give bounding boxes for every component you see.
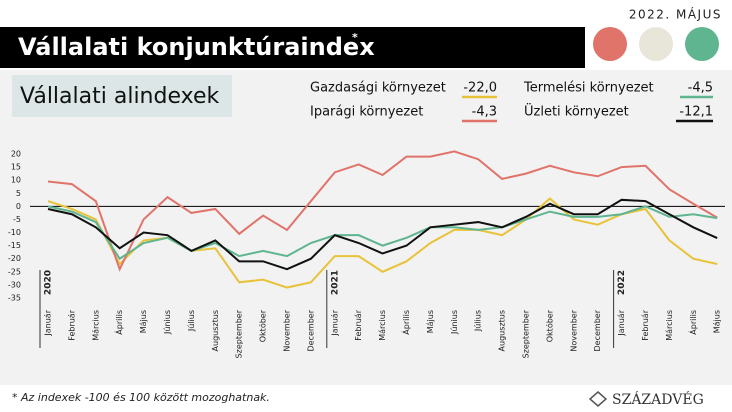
logo: SZÁZADVÉG (612, 390, 704, 408)
legend-label: Üzleti környezet (524, 103, 629, 120)
x-tick-label: Április (113, 310, 124, 335)
x-tick-label: Január (330, 309, 339, 336)
x-tick-label: Március (378, 310, 387, 341)
x-tick-label: Január (617, 309, 626, 336)
x-tick-label: Szeptember (522, 309, 531, 358)
chart-title: Vállalati konjunktúraindex (18, 33, 375, 61)
y-tick-label: -5 (13, 215, 21, 224)
year-label: 2022 (617, 270, 627, 295)
x-tick-label: December (306, 309, 315, 351)
y-tick-label: -30 (8, 280, 21, 289)
x-tick-label: Május (426, 310, 435, 333)
x-tick-label: Október (544, 309, 554, 342)
y-tick-label: -25 (8, 267, 21, 276)
x-tick-label: Október (258, 309, 268, 342)
legend-value: -4,5 (688, 81, 713, 96)
x-tick-label: Február (67, 309, 76, 340)
legend-label: Gazdasági környezet (310, 81, 446, 96)
title-band (0, 27, 585, 68)
legend-label: Iparági környezet (310, 105, 423, 120)
year-label: 2020 (44, 270, 54, 295)
icon (685, 27, 719, 61)
series-line (47, 198, 718, 271)
legend-value: -4,3 (472, 105, 497, 120)
title-mark: * (352, 31, 358, 44)
subtitle: Vállalati alindexek (20, 84, 219, 109)
legend-value: -22,0 (463, 81, 497, 96)
icon (639, 27, 673, 61)
y-tick-label: 10 (11, 176, 21, 185)
y-tick-label: 5 (16, 189, 21, 198)
icon (593, 27, 627, 61)
series-line (47, 150, 718, 272)
x-tick-label: Június (450, 310, 459, 335)
date: 2022. MÁJUS (629, 7, 722, 22)
y-tick-label: 20 (11, 150, 21, 159)
y-tick-label: -10 (8, 228, 21, 237)
x-tick-label: Május (139, 310, 148, 333)
footnote: * Az indexek -100 és 100 között mozoghat… (12, 391, 270, 404)
x-tick-label: November (569, 309, 578, 351)
x-tick-label: Március (665, 310, 674, 341)
y-tick-label: 0 (16, 202, 21, 211)
y-tick-label: 15 (11, 163, 21, 172)
y-tick-label: -15 (8, 241, 21, 250)
x-tick-label: Augusztus (498, 310, 507, 351)
x-tick-label: Április (400, 310, 411, 335)
x-tick-label: Március (91, 310, 100, 341)
footer-bg (0, 385, 732, 412)
y-tick-label: -35 (8, 294, 21, 303)
x-tick-label: November (283, 309, 292, 351)
x-tick-label: Május (713, 310, 722, 333)
series-line (47, 205, 718, 261)
x-tick-label: Szeptember (235, 309, 244, 358)
legend-value: -12,1 (679, 105, 713, 120)
y-tick-label: -20 (8, 254, 21, 263)
x-tick-label: Február (641, 309, 650, 340)
x-tick-label: Január (44, 309, 53, 336)
legend-label: Termelési környezet (523, 81, 654, 96)
x-tick-label: Július (474, 310, 483, 332)
x-tick-label: Augusztus (211, 310, 220, 351)
year-label: 2021 (330, 270, 340, 295)
x-tick-label: Július (187, 310, 196, 332)
x-tick-label: Április (687, 310, 698, 335)
subtitle-box (12, 75, 232, 117)
x-tick-label: Február (354, 309, 363, 340)
x-tick-label: Június (163, 310, 172, 335)
logo-icon (588, 391, 608, 407)
x-tick-label: December (593, 309, 602, 351)
